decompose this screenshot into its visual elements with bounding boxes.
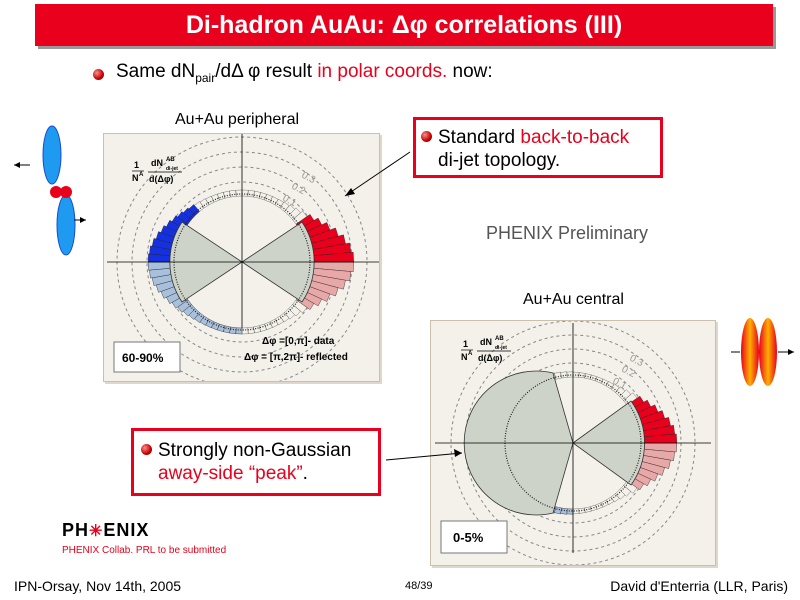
peri-centrality-badge: 60-90% bbox=[122, 351, 164, 365]
peripheral-bar bbox=[177, 211, 192, 225]
central-bar bbox=[566, 371, 574, 378]
central-label: Au+Au central bbox=[523, 291, 624, 308]
peripheral-bar bbox=[188, 204, 200, 216]
subtitle-part2: /dΔ φ result bbox=[215, 61, 318, 82]
peri-frac-sub: di-jet bbox=[166, 166, 178, 172]
cen-frac-sub: di-jet bbox=[495, 345, 507, 351]
callout-top-highlight: back-to-back bbox=[520, 127, 630, 148]
central-bar bbox=[600, 499, 609, 508]
callout-top-part1: Standard bbox=[438, 127, 521, 148]
central-bar bbox=[605, 496, 615, 506]
peripheral-bar bbox=[235, 189, 243, 197]
central-polar-plot: 0.3 0.2 0.1 1 N A dN AB di-jet d(Δφ) 0-5… bbox=[430, 320, 716, 566]
peripheral-bar bbox=[194, 201, 205, 212]
callout-back-to-back: Standard back-to-back di-jet topology. bbox=[413, 117, 663, 178]
cen-ylabel-sup: A bbox=[468, 351, 473, 357]
bullet-icon bbox=[93, 69, 104, 80]
central-bar bbox=[595, 376, 604, 384]
cen-centrality-badge: 0-5% bbox=[453, 530, 484, 545]
central-bar bbox=[615, 489, 626, 500]
callout-top-bullet-icon bbox=[421, 131, 432, 142]
central-plot-svg: 0.3 0.2 0.1 1 N A dN AB di-jet d(Δφ) 0-5… bbox=[435, 320, 711, 566]
peripheral-bar bbox=[235, 327, 243, 335]
peri-frac-sup: AB bbox=[166, 157, 175, 163]
footer-right: David d'Enterria (LLR, Paris) bbox=[610, 578, 788, 594]
callout-bottom-tail: . bbox=[302, 463, 308, 484]
cen-frac-den: d(Δφ) bbox=[478, 353, 502, 363]
central-bar bbox=[619, 485, 632, 497]
preliminary-label: PHENIX Preliminary bbox=[486, 223, 649, 243]
callout-bottom-highlight: away-side “peak” bbox=[158, 463, 303, 484]
peripheral-bar bbox=[241, 327, 249, 335]
slide-title: Di-hadron AuAu: Δφ correlations (III) bbox=[185, 10, 623, 39]
peri-legend-data: Δφ =[0,π]- data bbox=[262, 336, 335, 347]
callout-bottom-bullet-icon bbox=[141, 444, 152, 455]
peri-ring-label-2: 0.2 bbox=[290, 181, 308, 197]
peripheral-bar bbox=[288, 304, 301, 317]
callout-bottom-line1: Strongly non-Gaussian bbox=[158, 440, 352, 461]
central-bar bbox=[560, 371, 568, 379]
central-bar bbox=[554, 371, 562, 380]
peripheral-bar bbox=[205, 195, 215, 206]
peripheral-bar bbox=[223, 190, 231, 199]
logo-left: PH bbox=[62, 520, 90, 540]
subtitle-sub: pair bbox=[195, 70, 216, 85]
peripheral-label: Au+Au peripheral bbox=[175, 111, 300, 128]
callout-bottom-text: Strongly non-Gaussian away-side “peak”. bbox=[158, 439, 351, 485]
callout-top-text: Standard back-to-back di-jet topology. bbox=[438, 126, 629, 172]
footer-page-number: 48/39 bbox=[405, 580, 433, 592]
subtitle-line: Same dNpair/dΔ φ result in polar coords.… bbox=[116, 61, 493, 85]
peri-ring-label-3: 0.1 bbox=[281, 193, 299, 209]
cen-frac-num: dN bbox=[480, 337, 492, 347]
central-bar bbox=[578, 372, 586, 379]
peri-ylabel-den: N bbox=[132, 173, 139, 183]
peri-ylabel-sup: A bbox=[139, 172, 144, 178]
back-to-back-jet-icon bbox=[14, 125, 86, 256]
peripheral-bar bbox=[284, 308, 296, 320]
peripheral-bar bbox=[253, 325, 261, 334]
subtitle-part3: now: bbox=[447, 61, 493, 82]
subtitle-part1: Same dN bbox=[116, 61, 196, 82]
central-bar bbox=[584, 506, 592, 513]
central-bar bbox=[623, 480, 638, 494]
cen-ylabel-num: 1 bbox=[463, 339, 468, 349]
peripheral-bar bbox=[229, 189, 237, 198]
peri-ylabel-num: 1 bbox=[134, 160, 139, 170]
peripheral-bar bbox=[241, 189, 249, 197]
peri-frac-num: dN bbox=[151, 158, 163, 168]
peripheral-bar bbox=[199, 198, 210, 209]
title-bar: Di-hadron AuAu: Δφ correlations (III) bbox=[35, 4, 773, 46]
cen-ylabel-den: N bbox=[461, 352, 468, 362]
central-bar bbox=[610, 493, 620, 503]
logo-star-icon: ✳ bbox=[89, 523, 104, 540]
peri-legend-reflected: Δφ = [π,2π]- reflected bbox=[244, 352, 348, 363]
cen-frac-sup: AB bbox=[495, 336, 504, 342]
subtitle-highlight: in polar coords. bbox=[317, 61, 448, 82]
peripheral-bar bbox=[279, 312, 290, 323]
peri-frac-den: d(Δφ) bbox=[149, 174, 173, 184]
footer-left: IPN-Orsay, Nov 14th, 2005 bbox=[14, 578, 182, 594]
peripheral-bar bbox=[292, 299, 308, 314]
peripheral-plot-svg: 0.3 0.2 0.1 1 N A dN AB di-jet d(Δφ) Δφ … bbox=[107, 134, 379, 388]
callout-non-gaussian: Strongly non-Gaussian away-side “peak”. bbox=[131, 428, 381, 496]
peripheral-bar bbox=[264, 321, 273, 331]
callout-top-line2: di-jet topology. bbox=[438, 150, 561, 171]
peripheral-polar-plot: 0.3 0.2 0.1 1 N A dN AB di-jet d(Δφ) Δφ … bbox=[103, 133, 380, 388]
peripheral-bar bbox=[183, 207, 196, 220]
phenix-logo: PH✳ENIX bbox=[62, 520, 149, 541]
logo-right: ENIX bbox=[103, 520, 150, 540]
cen-ring-label-3: 0.1 bbox=[611, 376, 629, 392]
citation: PHENIX Collab. PRL to be submitted bbox=[62, 545, 227, 556]
central-jet-icon bbox=[731, 318, 794, 386]
peripheral-bar bbox=[247, 326, 255, 334]
peripheral-bar bbox=[274, 315, 284, 326]
